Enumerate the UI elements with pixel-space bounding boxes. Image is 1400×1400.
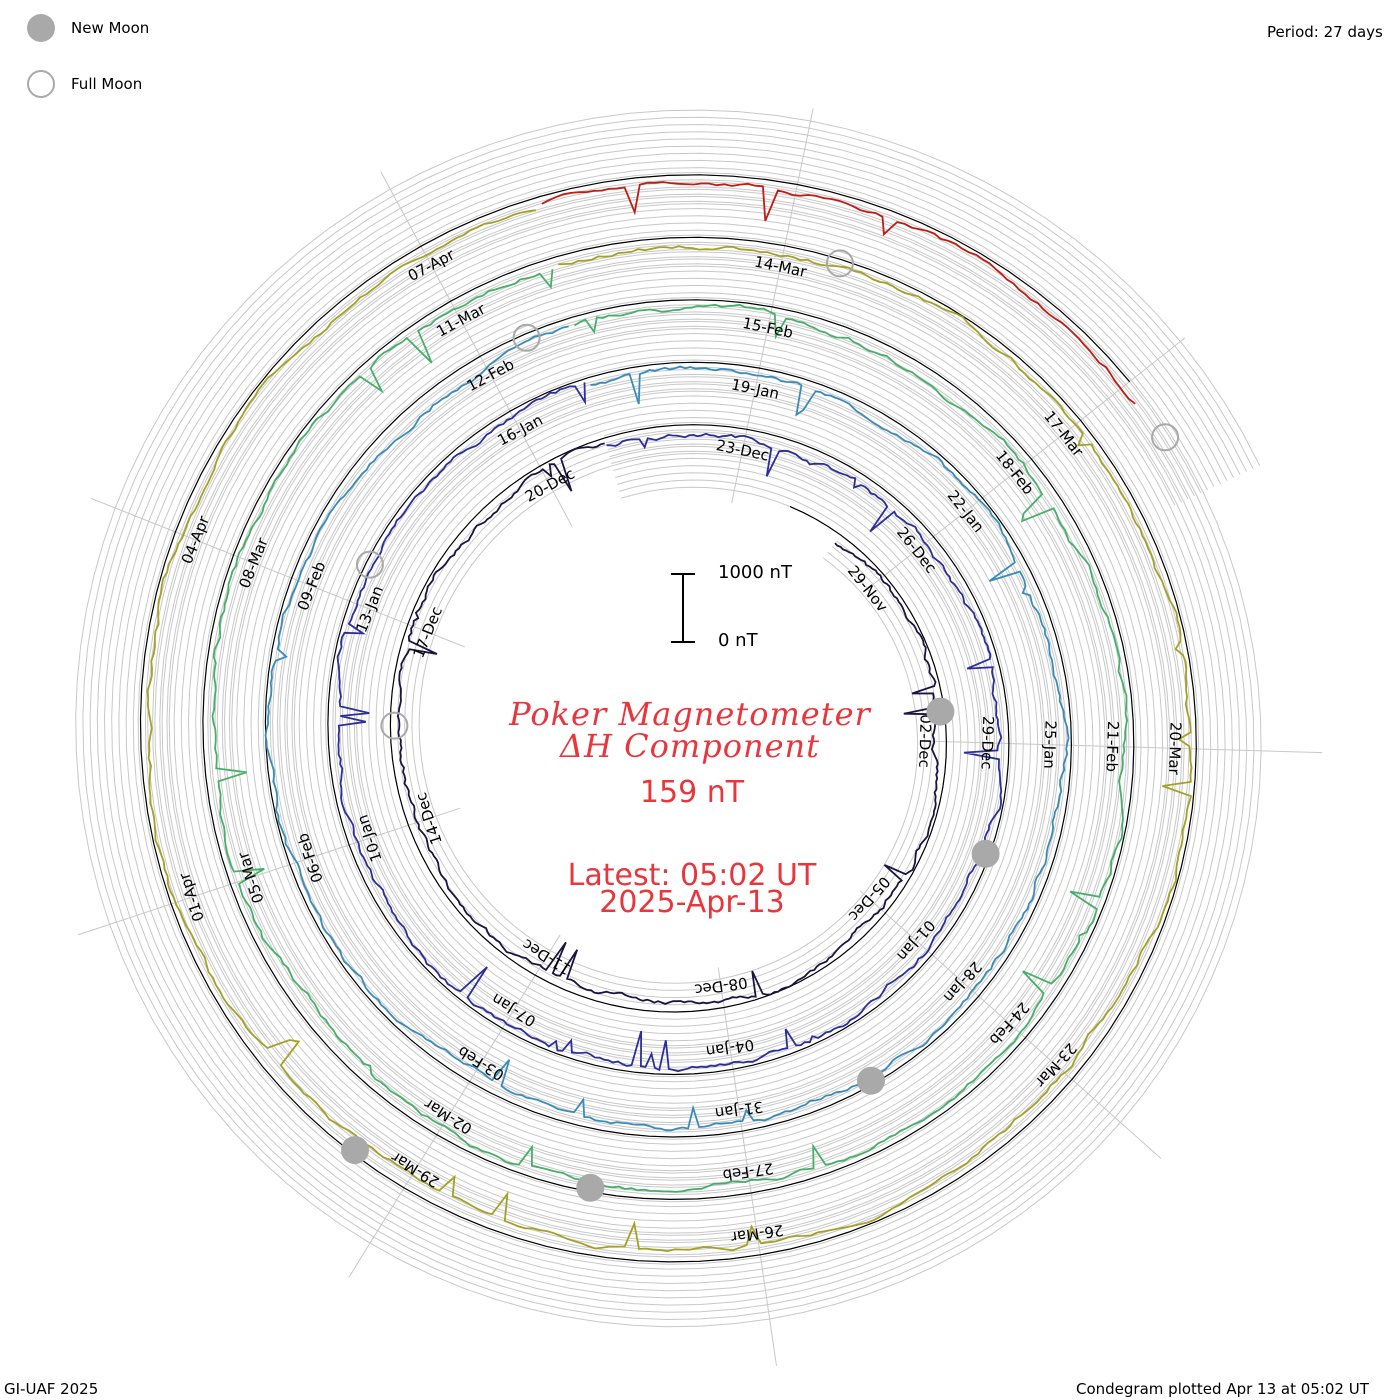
date-label: 04-Apr bbox=[178, 513, 214, 567]
moon-markers bbox=[341, 249, 1180, 1202]
trace-ring-6 bbox=[541, 181, 1136, 405]
date-label: 21-Feb bbox=[1103, 721, 1123, 773]
date-label: 02-Dec bbox=[915, 714, 935, 768]
grid-ring bbox=[147, 181, 1195, 1256]
latest-time: Latest: 05:02 UT bbox=[567, 858, 817, 893]
grid-ring bbox=[125, 159, 1215, 1277]
data-traces bbox=[146, 181, 1193, 1253]
grid-ring bbox=[103, 138, 1235, 1299]
current-value: 159 nT bbox=[639, 775, 745, 810]
trace-ring-4 bbox=[211, 269, 1129, 1193]
time-spoke bbox=[731, 108, 814, 504]
time-spoke bbox=[868, 337, 1186, 588]
time-spoke bbox=[859, 890, 1162, 1159]
full-moon-marker bbox=[355, 550, 384, 579]
baseline-spiral bbox=[139, 174, 1197, 1263]
new-moon-marker bbox=[857, 1066, 885, 1095]
new-moon-marker bbox=[576, 1173, 605, 1202]
full-moon-marker bbox=[1151, 423, 1180, 452]
grid-ring bbox=[161, 195, 1182, 1241]
trace-ring-3 bbox=[264, 325, 1070, 1132]
legend-new-moon-label: New Moon bbox=[71, 19, 150, 37]
footer-credit: GI-UAF 2025 bbox=[4, 1380, 99, 1398]
grid-ring bbox=[82, 116, 1255, 1321]
chart-title-line2: ΔH Component bbox=[559, 727, 821, 765]
grid-ring bbox=[168, 203, 1176, 1234]
legend-full-moon-label: Full Moon bbox=[71, 75, 143, 93]
date-label: 22-Jan bbox=[944, 487, 988, 536]
date-label: 29-Dec bbox=[978, 716, 998, 770]
footer-plot-time: Condegram plotted Apr 13 at 05:02 UT bbox=[1076, 1380, 1369, 1398]
date-label: 29-Nov bbox=[844, 562, 892, 615]
grid-ring bbox=[96, 131, 1241, 1306]
time-spoke bbox=[77, 807, 461, 936]
date-label: 20-Mar bbox=[1165, 722, 1185, 776]
legend-full-moon: Full Moon bbox=[27, 70, 142, 98]
grid-ring bbox=[111, 145, 1228, 1292]
full-moon-marker bbox=[380, 711, 409, 740]
new-moon-marker bbox=[971, 839, 1000, 868]
new-moon-icon bbox=[27, 14, 55, 42]
grid-ring bbox=[154, 188, 1189, 1249]
period-label: Period: 27 days bbox=[1267, 23, 1383, 41]
latest-date: 2025-Apr-13 bbox=[599, 885, 785, 920]
date-label: 27-Feb bbox=[722, 1159, 775, 1184]
full-moon-marker bbox=[512, 323, 541, 352]
full-moon-icon bbox=[27, 70, 55, 98]
date-label: 04-Jan bbox=[705, 1036, 756, 1061]
legend-new-moon: New Moon bbox=[27, 14, 149, 42]
ring-baselines bbox=[139, 174, 1197, 1263]
date-label: 10-Jan bbox=[353, 812, 385, 864]
time-spoke bbox=[717, 967, 777, 1366]
new-moon-marker bbox=[926, 697, 955, 726]
trace-ring-5 bbox=[146, 209, 1193, 1253]
time-spokes bbox=[77, 108, 1323, 1366]
date-label: 29-Mar bbox=[387, 1148, 442, 1191]
date-label: 11-Dec bbox=[519, 935, 574, 978]
time-spoke bbox=[348, 934, 561, 1278]
full-moon-marker bbox=[825, 249, 854, 278]
date-label: 26-Mar bbox=[729, 1221, 785, 1247]
scale-top-label: 1000 nT bbox=[718, 562, 792, 583]
grid-ring bbox=[75, 109, 1262, 1328]
date-label: 13-Jan bbox=[352, 583, 387, 635]
scale-bottom-label: 0 nT bbox=[718, 630, 758, 651]
scale-bar bbox=[671, 573, 695, 643]
date-label: 25-Jan bbox=[1040, 720, 1059, 769]
grid-ring bbox=[89, 123, 1248, 1313]
new-moon-marker bbox=[341, 1136, 369, 1165]
time-spoke bbox=[380, 171, 573, 527]
trace-ring-2 bbox=[336, 382, 1003, 1073]
time-spoke bbox=[90, 497, 465, 648]
grid-ring bbox=[118, 152, 1221, 1285]
chart-title-line1: Poker Magnetometer bbox=[509, 695, 871, 733]
date-label: 09-Feb bbox=[294, 559, 330, 613]
trace-ring-1 bbox=[396, 442, 939, 1005]
time-spoke bbox=[919, 740, 1323, 754]
grid-ring bbox=[132, 167, 1208, 1270]
date-label: 08-Dec bbox=[693, 973, 749, 999]
date-label: 31-Jan bbox=[714, 1097, 765, 1122]
